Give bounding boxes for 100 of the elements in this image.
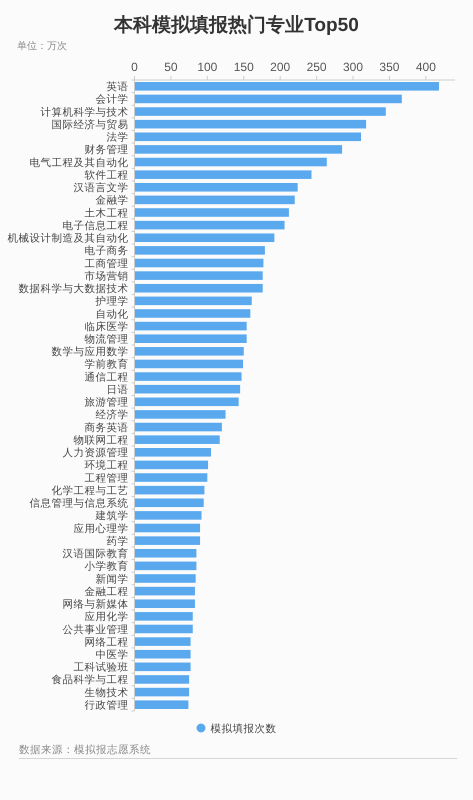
bar xyxy=(134,347,244,356)
y-tick-label: 人力资源管理 xyxy=(62,446,128,460)
bar xyxy=(134,334,247,343)
y-tick-label: 金融学 xyxy=(96,194,128,207)
y-tick-label: 信息管理与信息系统 xyxy=(30,496,128,510)
y-tick-label: 行政管理 xyxy=(84,699,128,712)
bar xyxy=(134,182,298,192)
y-tick-label: 网络工程 xyxy=(84,636,128,648)
bar xyxy=(134,196,295,204)
y-tick-label: 自动化 xyxy=(96,308,128,320)
legend-label: 模拟填报次数 xyxy=(210,722,276,735)
bar xyxy=(134,524,200,532)
bar xyxy=(134,562,196,570)
y-tick-label: 公共事业管理 xyxy=(62,622,128,636)
x-tick-label: 250 xyxy=(306,60,327,74)
text: 单位：万次 xyxy=(17,40,67,52)
y-tick-label: 护理学 xyxy=(94,294,128,308)
bar xyxy=(134,384,240,394)
y-tick-label: 中医学 xyxy=(96,648,128,661)
y-tick-label: 药学 xyxy=(106,534,128,548)
bar xyxy=(134,82,439,91)
x-tick-label: 200 xyxy=(270,60,291,74)
y-tick-label: 计算机科学与技术 xyxy=(40,105,128,118)
bar xyxy=(134,662,191,672)
bar xyxy=(134,208,289,217)
y-tick-label: 汉语言文学 xyxy=(74,181,128,194)
y-tick-label: 英语 xyxy=(106,80,128,94)
bar xyxy=(134,536,200,545)
y-tick-label: 旅游管理 xyxy=(84,396,128,409)
y-tick-label: 法学 xyxy=(106,130,128,144)
bar xyxy=(134,410,226,419)
bar xyxy=(134,296,252,306)
bar xyxy=(134,120,366,128)
y-tick-label: 工程管理 xyxy=(84,472,128,484)
y-tick-label: 学前教育 xyxy=(84,358,128,371)
y-tick-label: 会计学 xyxy=(96,92,128,106)
y-tick-label: 临床医学 xyxy=(84,320,128,333)
bar xyxy=(134,158,327,166)
bar xyxy=(134,284,263,293)
y-tick-label: 电子信息工程 xyxy=(62,218,128,232)
y-tick-label: 小学教育 xyxy=(84,560,128,573)
x-tick-label: 400 xyxy=(416,60,436,74)
bar xyxy=(134,448,211,457)
bar xyxy=(134,473,208,482)
y-tick-label: 电子商务 xyxy=(84,244,128,258)
y-tick-label: 汉语国际教育 xyxy=(62,547,128,560)
y-tick-label: 工商管理 xyxy=(84,256,128,270)
y-tick-label: 数学与应用数学 xyxy=(52,345,128,358)
y-tick-label: 应用心理学 xyxy=(74,522,128,535)
bar xyxy=(134,220,285,230)
y-tick-label: 国际经济与贸易 xyxy=(52,118,128,131)
y-tick-label: 日语 xyxy=(106,384,128,396)
bar xyxy=(134,422,222,432)
chart-title: 本科模拟填报热门专业Top50 xyxy=(113,14,359,36)
bar xyxy=(134,94,402,104)
y-tick-label: 工科试验班 xyxy=(74,660,128,674)
y-tick-label: 金融工程 xyxy=(84,586,128,598)
y-tick-label: 化学工程与工艺 xyxy=(52,484,128,497)
y-tick-label: 物联网工程 xyxy=(74,434,128,446)
x-tick-label: 350 xyxy=(379,60,400,74)
bar xyxy=(134,398,239,406)
y-tick-label: 生物技术 xyxy=(84,686,128,699)
bar xyxy=(134,688,190,696)
y-tick-label: 应用化学 xyxy=(84,610,128,624)
y-tick-label: 财务管理 xyxy=(84,143,128,156)
bar xyxy=(134,612,193,621)
bar xyxy=(134,233,274,242)
source-note: 数据来源：模拟报志愿系统 xyxy=(19,743,151,756)
y-tick-label: 数据科学与大数据技术 xyxy=(18,282,128,296)
x-tick-label: 0 xyxy=(131,60,138,74)
bar xyxy=(134,675,190,684)
y-tick-label: 新闻学 xyxy=(96,572,128,586)
y-tick-label: 机械设计制造及其自动化 xyxy=(8,232,128,245)
y-tick-label: 通信工程 xyxy=(84,370,128,384)
bar xyxy=(134,624,193,634)
y-tick-label: 物流管理 xyxy=(84,332,128,346)
y-tick-label: 环境工程 xyxy=(84,458,128,472)
bar xyxy=(134,322,247,330)
y-tick-label: 市场营销 xyxy=(84,269,128,282)
bar xyxy=(134,650,191,658)
y-tick-label: 建筑学 xyxy=(94,509,128,522)
bar xyxy=(134,372,242,381)
bar xyxy=(134,498,204,508)
bar xyxy=(134,486,204,494)
bar xyxy=(134,586,195,596)
y-tick-label: 软件工程 xyxy=(84,169,128,182)
y-tick-label: 网络与新媒体 xyxy=(62,598,128,611)
x-tick-label: 100 xyxy=(197,60,218,74)
bar xyxy=(134,511,202,520)
bar xyxy=(134,700,188,709)
y-tick-label: 经济学 xyxy=(96,408,128,422)
bar xyxy=(134,246,265,255)
y-tick-label: 电气工程及其自动化 xyxy=(30,156,128,169)
bar xyxy=(134,170,312,179)
bar xyxy=(134,360,244,368)
bar xyxy=(134,132,362,142)
bar xyxy=(134,637,191,646)
bar xyxy=(134,460,208,470)
bar xyxy=(134,258,264,268)
y-tick-label: 食品科学与工程 xyxy=(52,673,128,686)
